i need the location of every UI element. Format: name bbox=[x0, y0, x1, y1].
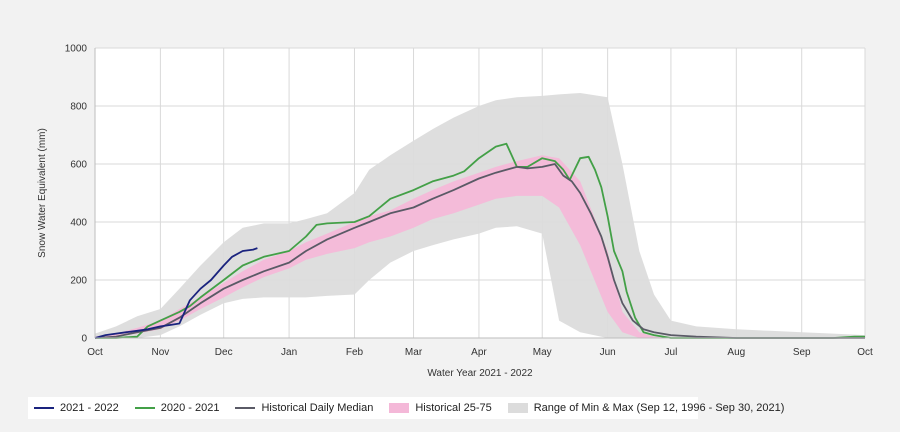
y-tick-label: 400 bbox=[70, 218, 87, 229]
y-tick-label: 0 bbox=[81, 334, 87, 345]
x-tick-label: Nov bbox=[151, 347, 169, 358]
series-2020-2021 bbox=[95, 142, 865, 339]
legend-swatch-25-75 bbox=[389, 403, 410, 413]
legend-item-2020-2021[interactable]: 2020 - 2021 bbox=[134, 402, 220, 414]
legend-label: Historical 25-75 bbox=[415, 402, 492, 414]
legend: 2021 - 2022 2020 - 2021 Historical Daily… bbox=[28, 397, 784, 419]
series bbox=[94, 142, 865, 339]
y-tick-label: 800 bbox=[70, 102, 87, 113]
series-2021-2022 bbox=[94, 247, 258, 339]
band-min-max bbox=[95, 93, 865, 338]
legend-swatch-median bbox=[235, 407, 256, 409]
legend-item-25-75[interactable]: Historical 25-75 bbox=[389, 402, 492, 414]
legend-item-median[interactable]: Historical Daily Median bbox=[235, 402, 373, 414]
x-tick-label: Oct bbox=[857, 347, 873, 358]
x-tick-label: Oct bbox=[87, 347, 103, 358]
legend-label: Historical Daily Median bbox=[261, 402, 374, 414]
x-tick-label: Aug bbox=[727, 347, 745, 358]
legend-label: 2020 - 2021 bbox=[160, 402, 220, 414]
band-25-75 bbox=[95, 155, 865, 338]
series-historical-median bbox=[94, 163, 865, 339]
legend-item-2021-2022[interactable]: 2021 - 2022 bbox=[34, 402, 119, 414]
x-tick-label: Jan bbox=[281, 347, 297, 358]
y-tick-label: 600 bbox=[70, 160, 87, 171]
x-tick-label: Sep bbox=[793, 347, 811, 358]
axes: 0 200 400 600 800 1000 Oct Nov Dec Jan Feb Mar Apr Ma… bbox=[65, 44, 873, 359]
x-tick-label: May bbox=[533, 347, 552, 358]
legend-label: Range of Min & Max (Sep 12, 1996 - Sep 3… bbox=[533, 402, 785, 414]
legend-item-min-max[interactable]: Range of Min & Max (Sep 12, 1996 - Sep 3… bbox=[507, 402, 785, 414]
legend-swatch-min-max bbox=[507, 403, 528, 413]
y-axis-label: Snow Water Equivalent (mm) bbox=[37, 128, 48, 258]
x-tick-label: Mar bbox=[405, 347, 423, 358]
legend-label: 2021 - 2022 bbox=[60, 402, 119, 414]
x-tick-label: Apr bbox=[471, 347, 487, 358]
y-tick-label: 200 bbox=[70, 276, 87, 287]
x-axis-label: Water Year 2021 - 2022 bbox=[427, 368, 533, 379]
x-tick-label: Jun bbox=[600, 347, 616, 358]
x-tick-label: Jul bbox=[665, 347, 678, 358]
legend-swatch-2020-2021 bbox=[134, 407, 155, 409]
y-tick-label: 1000 bbox=[65, 44, 88, 55]
legend-swatch-2021-2022 bbox=[34, 407, 54, 409]
bands bbox=[95, 93, 865, 338]
x-tick-label: Feb bbox=[346, 347, 364, 358]
x-tick-label: Dec bbox=[215, 347, 233, 358]
